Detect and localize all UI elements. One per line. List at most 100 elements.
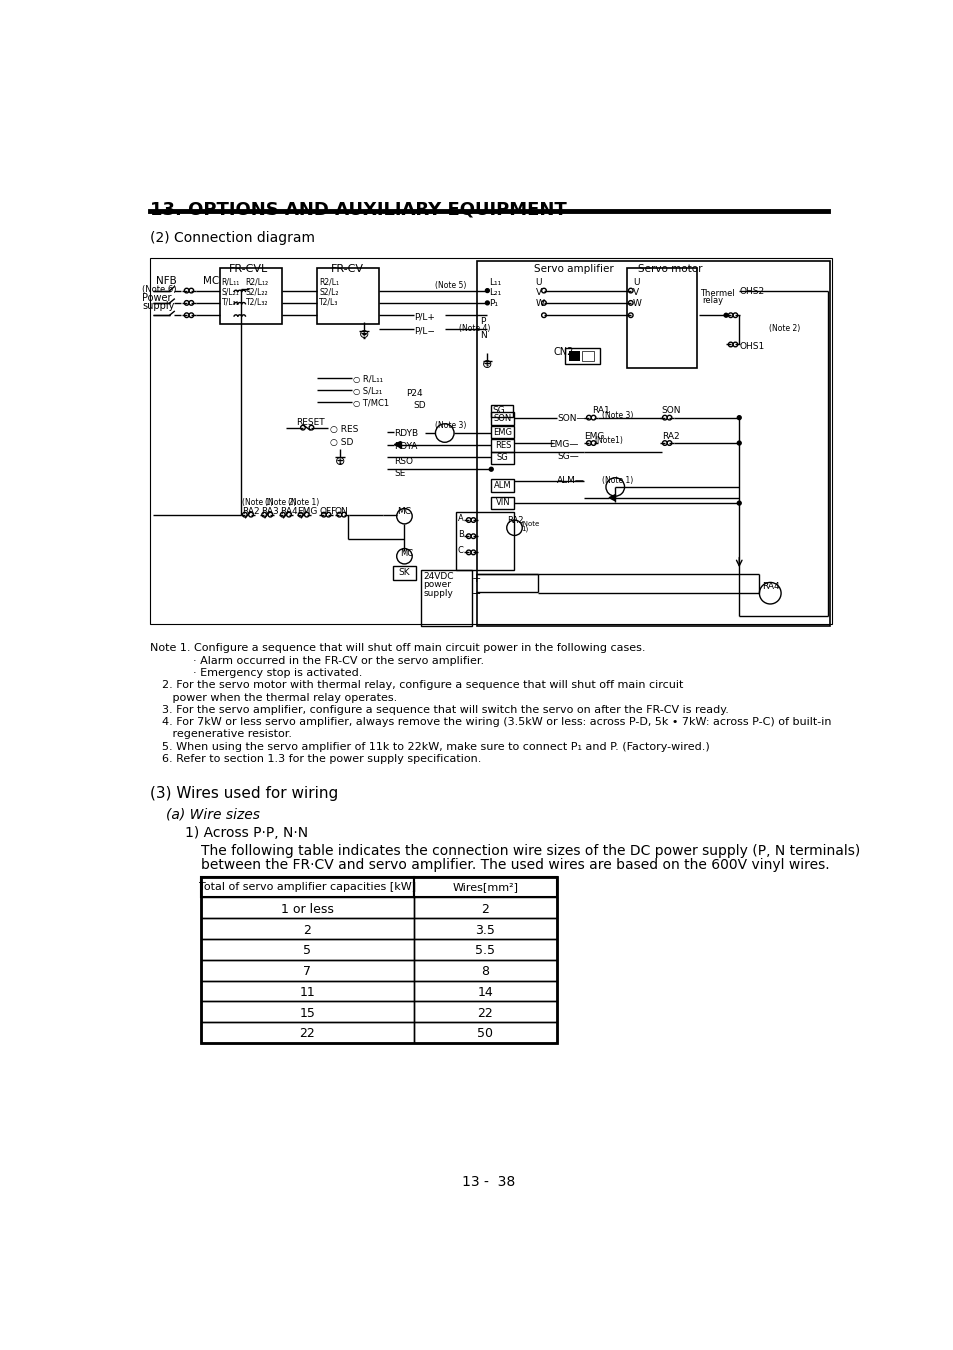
Text: 11: 11 [299, 986, 314, 999]
Text: power: power [422, 580, 451, 589]
Text: Thermel: Thermel [700, 289, 735, 298]
Text: R/L₁₁: R/L₁₁ [221, 278, 239, 286]
Circle shape [485, 289, 489, 293]
Text: SE: SE [394, 470, 405, 478]
Text: MC: MC [399, 548, 413, 558]
Bar [456, 513, 514, 570]
Bar [200, 876, 557, 1044]
Text: V: V [633, 289, 639, 297]
Text: · Alarm occurred in the FR-CV or the servo amplifier.: · Alarm occurred in the FR-CV or the ser… [193, 656, 483, 666]
Text: (Note 4): (Note 4) [458, 324, 490, 332]
Text: S/L₂₁: S/L₂₁ [221, 288, 239, 297]
Text: 22: 22 [299, 1027, 314, 1041]
Bar [491, 451, 514, 464]
Text: 24VDC: 24VDC [422, 571, 453, 580]
Text: (Note1): (Note1) [594, 436, 622, 446]
Text: P/L+: P/L+ [414, 313, 435, 321]
Bar [414, 1022, 557, 1044]
Text: (Note 3): (Note 3) [601, 410, 633, 420]
Polygon shape [394, 441, 400, 448]
Text: 8: 8 [481, 965, 489, 979]
Text: supply: supply [422, 589, 453, 598]
Text: ○ S/L₂₁: ○ S/L₂₁ [353, 387, 382, 396]
Text: (3) Wires used for wiring: (3) Wires used for wiring [150, 786, 338, 801]
Text: SON—: SON— [557, 414, 585, 423]
Text: SD: SD [414, 401, 426, 409]
Bar [200, 960, 414, 980]
Bar [316, 269, 378, 324]
Bar [200, 940, 414, 960]
Bar [414, 980, 557, 1002]
Text: OFF: OFF [319, 508, 336, 516]
Text: OHS1: OHS1 [739, 342, 763, 351]
Text: VIN: VIN [495, 498, 510, 508]
Text: supply: supply [142, 301, 174, 310]
Text: T/L₃₁: T/L₃₁ [221, 297, 239, 306]
Polygon shape [608, 494, 615, 501]
Text: 5. When using the servo amplifier of 11k to 22kW, make sure to connect P₁ and P.: 5. When using the servo amplifier of 11k… [162, 741, 709, 752]
Text: RA4: RA4 [279, 508, 297, 516]
Text: SON: SON [661, 406, 680, 414]
Text: relay: relay [701, 296, 722, 305]
Text: EMG—: EMG— [549, 440, 578, 450]
Bar [414, 918, 557, 940]
Text: P₁: P₁ [488, 300, 497, 308]
Text: EMG: EMG [297, 508, 317, 516]
Text: (Note: (Note [520, 520, 539, 526]
Text: Power: Power [142, 293, 172, 302]
Text: 3. For the servo amplifier, configure a sequence that will switch the servo on a: 3. For the servo amplifier, configure a … [162, 705, 728, 716]
Text: EMG: EMG [493, 428, 512, 436]
Bar [626, 269, 696, 369]
Text: (Note 2): (Note 2) [768, 324, 800, 332]
Circle shape [485, 301, 489, 305]
Text: W: W [633, 300, 641, 308]
Text: 14: 14 [477, 986, 493, 999]
Text: P: P [480, 317, 485, 325]
Bar [491, 405, 513, 417]
Text: P24: P24 [406, 389, 422, 398]
Text: SK: SK [398, 568, 410, 576]
Text: L₁₁: L₁₁ [488, 278, 500, 286]
Text: RA2: RA2 [661, 432, 679, 440]
Bar [491, 479, 514, 491]
Text: 13. OPTIONS AND AUXILIARY EQUIPMENT: 13. OPTIONS AND AUXILIARY EQUIPMENT [150, 201, 566, 219]
Text: ○ T/MC1: ○ T/MC1 [353, 400, 389, 408]
Text: ⊕: ⊕ [358, 328, 369, 340]
Text: SG: SG [497, 454, 508, 462]
Text: S2/L₂: S2/L₂ [319, 288, 338, 297]
Bar [414, 898, 557, 918]
Bar [200, 1002, 414, 1022]
Bar [581, 351, 593, 362]
Text: MC: MC [203, 275, 219, 286]
Text: L₂₁: L₂₁ [488, 289, 500, 297]
Text: ○ SD: ○ SD [330, 437, 353, 447]
Text: regenerative resistor.: regenerative resistor. [162, 729, 292, 740]
Text: ALM: ALM [494, 481, 511, 490]
Text: Servo motor: Servo motor [638, 265, 702, 274]
Text: · Emergency stop is activated.: · Emergency stop is activated. [193, 668, 362, 678]
Bar [414, 940, 557, 960]
Text: (Note 5): (Note 5) [435, 281, 466, 290]
Text: (Note 1): (Note 1) [241, 498, 273, 506]
Text: ○ RES: ○ RES [330, 424, 358, 433]
Text: EMG: EMG [583, 432, 604, 440]
Text: 7: 7 [303, 965, 311, 979]
Circle shape [723, 313, 727, 317]
Bar [200, 898, 414, 918]
Bar [564, 348, 599, 363]
Text: V: V [535, 289, 541, 297]
Bar [200, 980, 414, 1002]
Circle shape [737, 416, 740, 420]
Text: N: N [480, 331, 487, 340]
Text: The following table indicates the connection wire sizes of the DC power supply (: The following table indicates the connec… [200, 844, 859, 859]
Bar [476, 261, 829, 626]
Bar [491, 439, 514, 451]
Text: OHS2: OHS2 [739, 286, 763, 296]
Text: 50: 50 [476, 1027, 493, 1041]
Bar [491, 497, 514, 509]
Text: 22: 22 [477, 1007, 493, 1019]
Circle shape [489, 467, 493, 471]
Text: 1 or less: 1 or less [280, 903, 334, 915]
Text: RA2: RA2 [506, 516, 522, 525]
Text: FR-CVL: FR-CVL [229, 265, 268, 274]
